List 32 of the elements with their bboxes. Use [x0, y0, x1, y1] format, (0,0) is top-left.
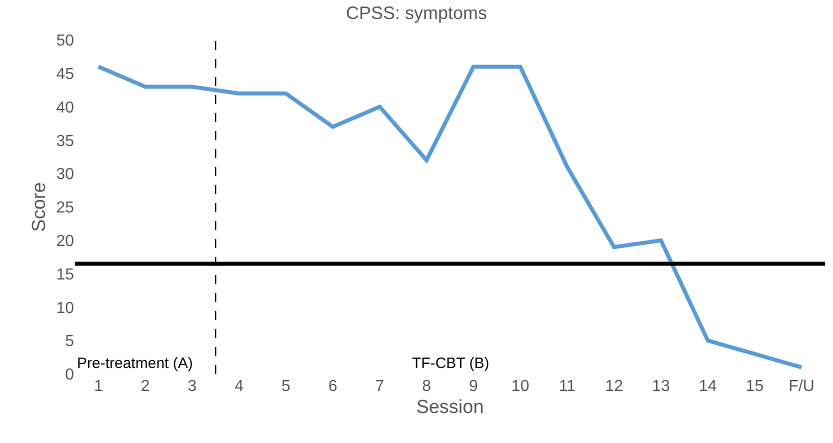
y-tick-label: 50	[56, 32, 74, 50]
x-tick-label: 15	[746, 378, 764, 395]
x-tick-label: 10	[511, 378, 530, 395]
annotation: TF-CBT (B)	[412, 355, 490, 372]
x-tick-label: 5	[281, 378, 290, 395]
y-tick-label: 40	[56, 99, 74, 116]
x-tick-label: 11	[558, 378, 576, 395]
y-axis-title: Score	[29, 182, 50, 232]
x-tick-label: 4	[234, 378, 244, 395]
x-tick-label: 2	[140, 378, 150, 395]
y-tick-label: 20	[56, 233, 74, 250]
x-tick-label: 1	[94, 378, 103, 395]
y-tick-label: 0	[65, 366, 74, 384]
y-tick-label: 25	[56, 200, 74, 217]
y-tick-label: 15	[56, 266, 74, 284]
x-tick-label: 9	[468, 378, 478, 395]
x-tick-label: 13	[652, 378, 670, 395]
y-tick-label: 45	[56, 66, 74, 83]
y-tick-label: 5	[65, 333, 74, 350]
y-tick-label: 10	[56, 300, 74, 317]
x-tick-label: 6	[328, 378, 338, 395]
chart-title: CPSS: symptoms	[346, 3, 488, 24]
annotation: Pre-treatment (A)	[77, 355, 193, 372]
y-tick-label: 35	[56, 132, 74, 150]
x-tick-label: 3	[188, 378, 197, 395]
x-tick-label: 8	[422, 378, 432, 395]
x-tick-label: F/U	[788, 378, 814, 395]
x-tick-label: 14	[698, 378, 717, 395]
x-axis-title: Session	[416, 396, 484, 418]
x-tick-label: 7	[375, 378, 384, 395]
y-tick-label: 30	[56, 166, 74, 184]
x-tick-label: 12	[605, 378, 624, 395]
